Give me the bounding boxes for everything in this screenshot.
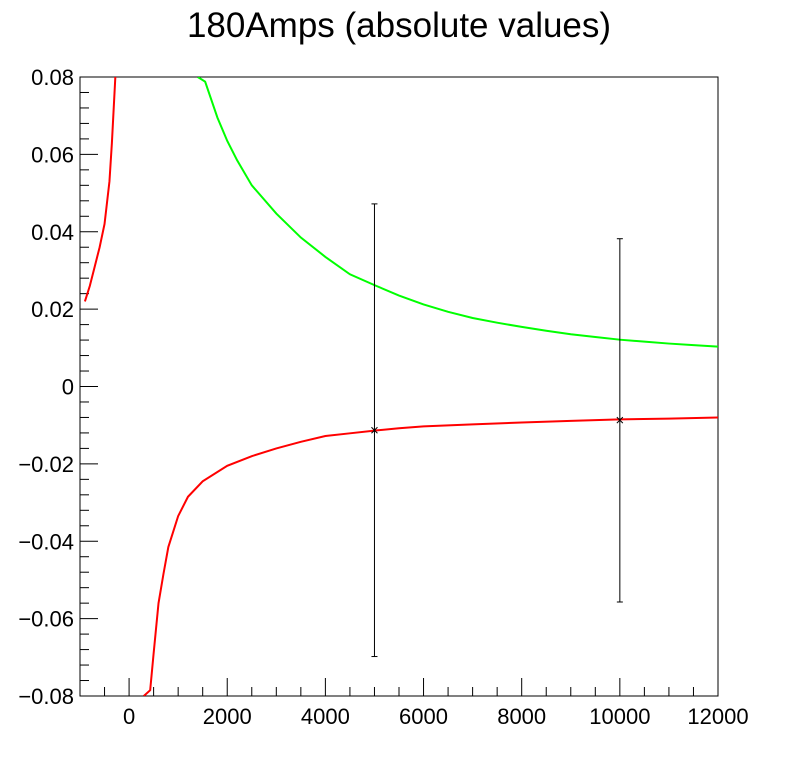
y-tick-label: 0.02 [31,297,74,322]
series-line-2 [197,77,718,348]
data-point-1 [371,426,378,434]
y-tick-label: −0.08 [18,684,74,709]
series-line-3 [143,416,718,696]
x-tick-label: 0 [123,704,135,729]
x-tick-label: 4000 [301,704,350,729]
plot-frame [79,76,719,697]
y-tick-label: −0.06 [18,607,74,632]
data-point-2 [616,416,624,424]
x-tick-label: 10000 [589,704,650,729]
y-tick-label: −0.02 [18,452,74,477]
y-tick-label: 0.04 [31,220,74,245]
y-tick-label: 0 [62,375,74,400]
chart-title: 180Amps (absolute values) [186,6,612,45]
y-tick-label: −0.04 [18,529,74,554]
y-tick-label: 0.08 [31,65,74,90]
x-tick-label: 6000 [399,704,448,729]
x-tick-label: 8000 [497,704,546,729]
y-tick-label: 0.06 [31,142,74,167]
x-tick-label: 12000 [687,704,748,729]
x-tick-label: 2000 [203,704,252,729]
series-line-1 [83,77,117,302]
